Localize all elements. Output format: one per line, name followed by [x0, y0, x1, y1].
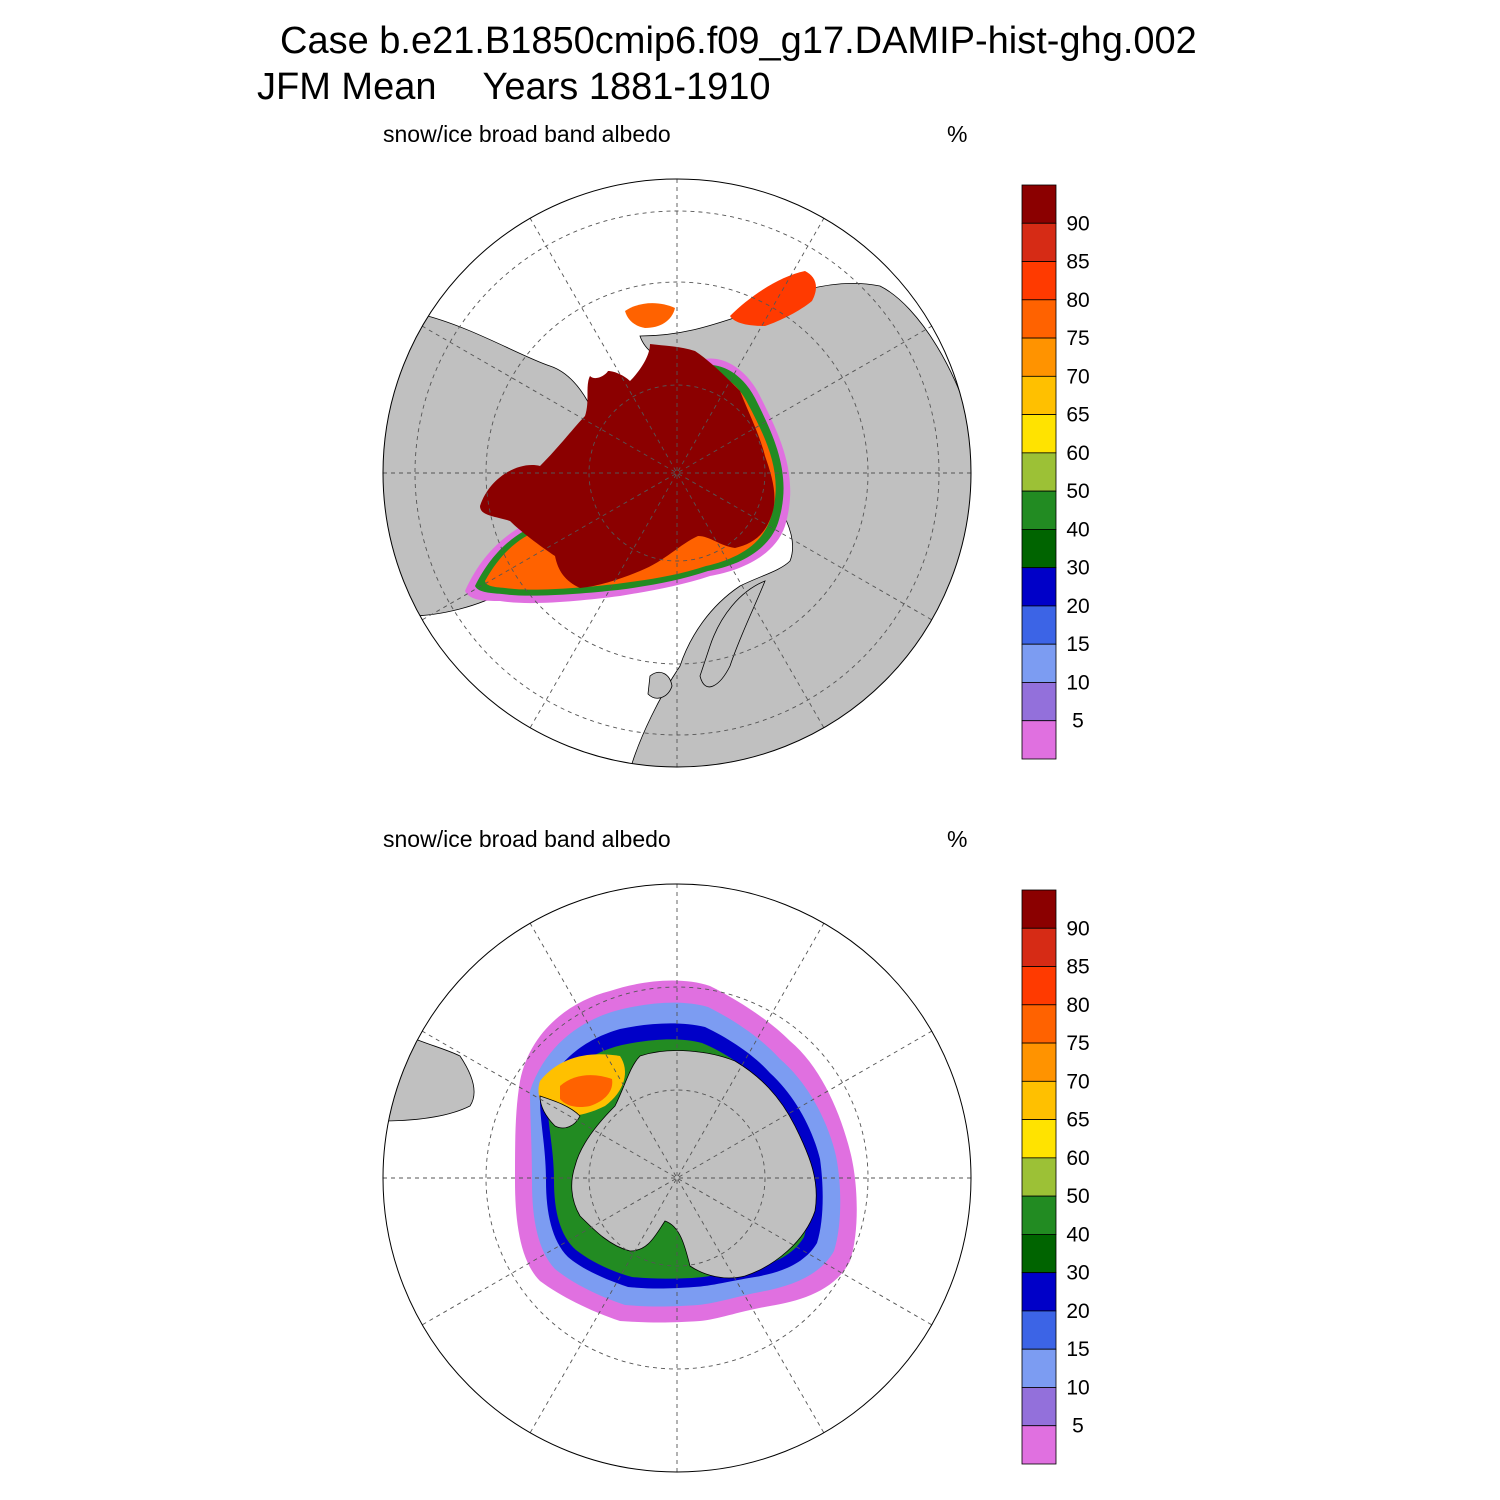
colorbar-level-label: 40: [1066, 518, 1089, 541]
colorbar-level-label: 40: [1066, 1223, 1089, 1246]
colorbar-level-label: 50: [1066, 480, 1089, 503]
south-map-border: [382, 883, 972, 1473]
colorbar-swatch: [1021, 261, 1057, 301]
colorbar-swatch: [1021, 1195, 1057, 1235]
south-graticule: [383, 884, 971, 1472]
colorbar-swatch: [1021, 643, 1057, 683]
colorbar-level-label: 80: [1066, 994, 1089, 1017]
colorbar-swatch: [1021, 222, 1057, 262]
colorbar-swatch: [1021, 375, 1057, 415]
colorbar-level-label: 75: [1066, 1032, 1089, 1055]
colorbar-swatch: [1021, 966, 1057, 1006]
colorbar-level-label: 5: [1072, 710, 1084, 733]
north-graticule: [383, 179, 971, 767]
colorbar-swatch: [1021, 1272, 1057, 1312]
north-ice-bering: [730, 271, 816, 326]
north-polar-map: [382, 178, 972, 768]
season-label: JFM Mean: [257, 66, 437, 108]
colorbar-level-label: 60: [1066, 442, 1089, 465]
colorbar-level-label: 85: [1066, 251, 1089, 274]
colorbar-swatch: [1021, 720, 1057, 760]
colorbar-level-label: 80: [1066, 289, 1089, 312]
south-land-antarctica: [571, 1050, 817, 1279]
colorbar-level-label: 30: [1066, 557, 1089, 580]
colorbar-level-label: 85: [1066, 956, 1089, 979]
colorbar-level-label: 90: [1066, 212, 1089, 235]
south-panel-unit: %: [947, 826, 968, 852]
colorbar-level-label: 15: [1066, 1338, 1089, 1361]
north-panel-label: snow/ice broad band albedo: [383, 121, 671, 147]
colorbar-swatch: [1021, 299, 1057, 339]
colorbar-level-label: 70: [1066, 1070, 1089, 1093]
colorbar-level-label: 65: [1066, 1109, 1089, 1132]
colorbar-swatch: [1021, 528, 1057, 569]
colorbar-swatch: [1021, 1042, 1057, 1082]
colorbar-swatch: [1021, 452, 1057, 492]
north-panel-unit: %: [947, 121, 968, 147]
south-land-peninsula: [539, 1095, 581, 1129]
colorbar-swatch: [1021, 1119, 1057, 1159]
colorbar-level-label: 60: [1066, 1147, 1089, 1170]
season-title: JFM Mean Years 1881-1910: [257, 66, 771, 109]
colorbar-level-label: 20: [1066, 1300, 1089, 1323]
colorbar-level-label: 70: [1066, 365, 1089, 388]
colorbar-level-label: 10: [1066, 1376, 1089, 1399]
colorbar-swatch: [1021, 184, 1057, 224]
colorbar-swatch: [1021, 1004, 1057, 1044]
colorbar-swatch: [1021, 1387, 1057, 1427]
colorbar-level-label: 65: [1066, 404, 1089, 427]
colorbar-level-label: 5: [1072, 1415, 1084, 1438]
colorbar-swatch: [1021, 1348, 1057, 1388]
colorbar-swatch: [1021, 605, 1057, 645]
south-colorbar: 90 85 80 75 70 65 60 50 40 30 20 15 10 5: [1021, 889, 1090, 1465]
colorbar-swatch: [1021, 1233, 1057, 1274]
years-label: Years 1881-1910: [482, 66, 771, 108]
colorbar-swatch: [1021, 1157, 1057, 1197]
colorbar-swatch: [1021, 567, 1057, 607]
north-land-uk: [647, 672, 673, 699]
colorbar-level-label: 50: [1066, 1185, 1089, 1208]
colorbar-level-label: 10: [1066, 671, 1089, 694]
colorbar-level-label: 20: [1066, 595, 1089, 618]
north-map-border: [382, 178, 972, 768]
colorbar-level-label: 90: [1066, 917, 1089, 940]
north-land-scandinavia: [699, 580, 766, 688]
case-title: Case b.e21.B1850cmip6.f09_g17.DAMIP-hist…: [280, 20, 1197, 62]
colorbar-level-label: 15: [1066, 633, 1089, 656]
colorbar-swatch: [1021, 889, 1057, 929]
north-ice-pack: [480, 344, 775, 588]
colorbar-swatch: [1021, 682, 1057, 722]
colorbar-swatch: [1021, 1080, 1057, 1120]
colorbar-swatch: [1021, 1310, 1057, 1350]
north-ice-okhotsk: [625, 303, 675, 328]
colorbar-swatch: [1021, 337, 1057, 377]
colorbar-swatch: [1021, 927, 1057, 967]
colorbar-level-label: 75: [1066, 327, 1089, 350]
south-panel-label: snow/ice broad band albedo: [383, 826, 671, 852]
south-ice-weddell-core: [560, 1075, 613, 1108]
south-polar-map: [382, 883, 972, 1473]
colorbar-swatch: [1021, 414, 1057, 454]
colorbar-level-label: 30: [1066, 1262, 1089, 1285]
colorbar-swatch: [1021, 490, 1057, 530]
north-colorbar: 90 85 80 75 70 65 60 50 40 30 20 15 10 5: [1021, 184, 1090, 760]
colorbar-swatch: [1021, 1425, 1057, 1465]
